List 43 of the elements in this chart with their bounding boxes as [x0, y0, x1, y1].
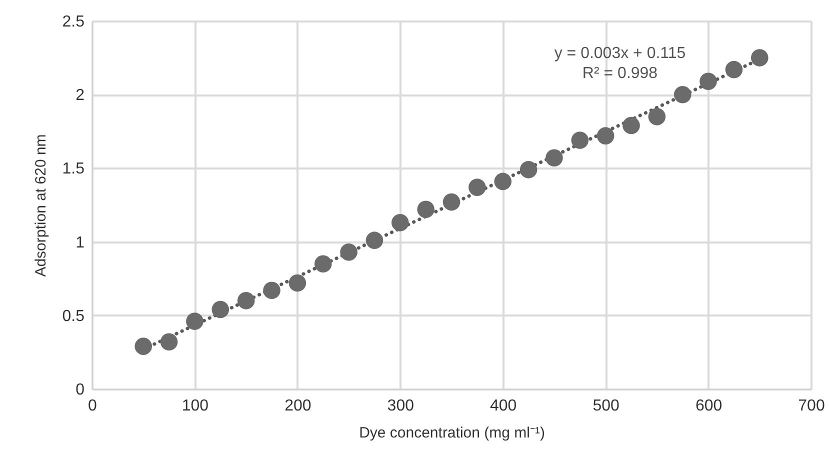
point: [571, 132, 589, 149]
x-tick-label: 300: [387, 398, 414, 414]
point: [340, 243, 358, 261]
point: [648, 108, 666, 126]
point: [700, 72, 717, 90]
point: [494, 172, 512, 190]
point: [468, 178, 486, 196]
y-axis-title: Adsorption at 620 nm: [32, 134, 50, 277]
point: [520, 161, 538, 178]
point: [134, 338, 152, 355]
point: [212, 300, 230, 318]
x-tick-label: 100: [182, 398, 209, 414]
point: [366, 232, 384, 249]
x-tick-label: 600: [695, 398, 722, 414]
x-tick-label: 500: [592, 398, 620, 414]
point: [596, 127, 614, 144]
point: [442, 193, 460, 211]
point: [160, 333, 178, 351]
point: [546, 149, 563, 167]
point: [417, 200, 434, 218]
y-tick-label: 2.5: [62, 14, 85, 30]
y-tick-label: 1: [76, 234, 85, 252]
point: [237, 292, 255, 310]
x-tick-label: 400: [490, 398, 517, 414]
x-axis-title: Dye concentration (mg ml⁻¹): [359, 424, 545, 442]
y-tick-label: 1.5: [62, 160, 85, 178]
x-tick-label: 0: [88, 398, 98, 414]
point: [186, 312, 204, 330]
point: [725, 60, 743, 78]
point: [391, 214, 409, 232]
point: [674, 86, 692, 104]
x-tick-label: 700: [798, 398, 825, 414]
y-tick-label: 0.5: [62, 308, 85, 325]
point: [622, 116, 640, 134]
point: [750, 49, 768, 66]
annotation: R² = 0.998: [582, 65, 658, 82]
point: [288, 274, 306, 292]
y-tick-label: 0: [76, 382, 85, 398]
point: [263, 282, 280, 300]
y-tick-label: 2: [76, 87, 85, 104]
point: [314, 255, 332, 273]
annotation: y = 0.003x + 0.115: [554, 45, 686, 62]
x-tick-label: 200: [284, 398, 312, 414]
